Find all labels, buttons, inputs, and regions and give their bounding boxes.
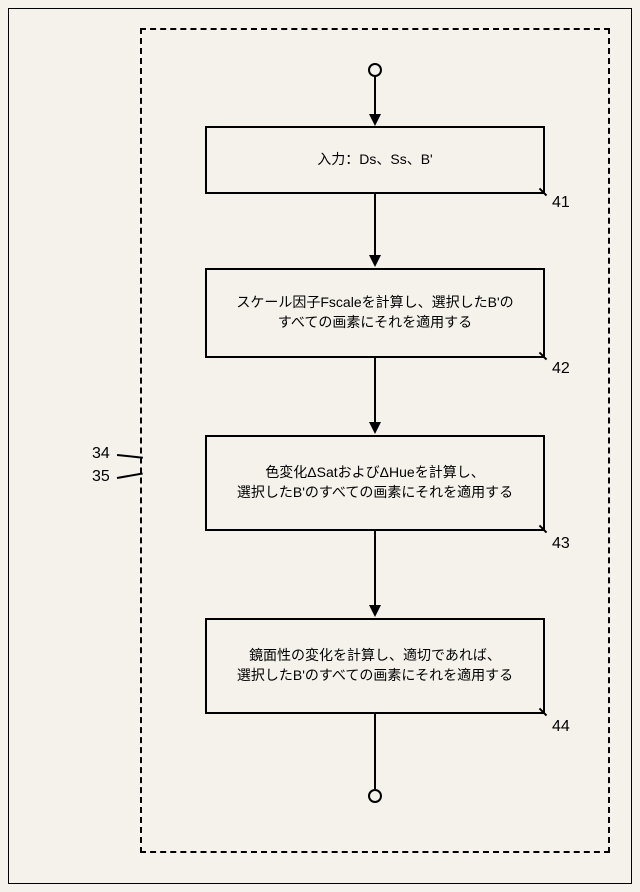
side-ref-35: 35 <box>92 468 110 486</box>
start-node <box>368 63 382 77</box>
ref-label-41: 41 <box>552 194 570 212</box>
step-text: 色変化ΔSatおよびΔHueを計算し、 <box>265 463 484 483</box>
step-text: すべての画素にそれを適用する <box>278 313 472 333</box>
arrow-head-icon <box>369 605 381 617</box>
edge <box>374 531 376 605</box>
step-text: 選択したB'のすべての画素にそれを適用する <box>237 666 513 686</box>
arrow-head-icon <box>369 422 381 434</box>
step-scale: スケール因子Fscaleを計算し、選択したB'の すべての画素にそれを適用する <box>205 268 545 358</box>
step-specular: 鏡面性の変化を計算し、適切であれば、 選択したB'のすべての画素にそれを適用する <box>205 618 545 714</box>
step-color: 色変化ΔSatおよびΔHueを計算し、 選択したB'のすべての画素にそれを適用す… <box>205 435 545 531</box>
arrow-head-icon <box>369 114 381 126</box>
step-text: 選択したB'のすべての画素にそれを適用する <box>237 483 513 503</box>
ref-label-42: 42 <box>552 360 570 378</box>
edge <box>374 358 376 422</box>
edge <box>374 714 376 789</box>
ref-label-43: 43 <box>552 535 570 553</box>
step-text: 入力：Ds、Ss、B' <box>317 150 432 170</box>
flowchart: 入力：Ds、Ss、B' 41 スケール因子Fscaleを計算し、選択したB'の … <box>140 28 610 853</box>
arrow-head-icon <box>369 255 381 267</box>
step-text: スケール因子Fscaleを計算し、選択したB'の <box>236 293 513 313</box>
end-node <box>368 789 382 803</box>
side-ref-34: 34 <box>92 445 110 463</box>
ref-label-44: 44 <box>552 718 570 736</box>
step-text: 鏡面性の変化を計算し、適切であれば、 <box>249 646 501 666</box>
edge <box>374 194 376 256</box>
edge <box>374 77 376 115</box>
step-input: 入力：Ds、Ss、B' <box>205 126 545 194</box>
